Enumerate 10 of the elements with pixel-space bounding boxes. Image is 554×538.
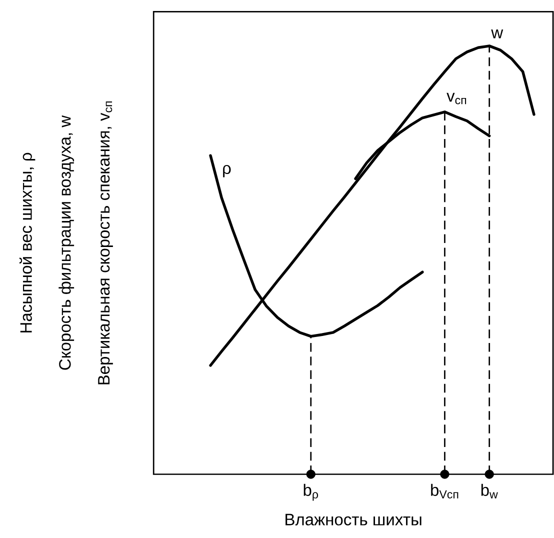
series-label: v$_{сп}$ — [446, 92, 466, 104]
series-label: ρ — [223, 164, 231, 178]
x-tick-label: b$_{Vсп}$ — [431, 484, 458, 498]
text: Скорость фильтрации воздуха, w — [58, 115, 74, 370]
x-axis-title: Влажность шихты — [286, 514, 422, 526]
text: Вертикальная скорость спекания, v$_{сп}$ — [98, 101, 113, 384]
series-label: w — [491, 29, 504, 38]
x-tick-label: b$_{ρ}$ — [304, 484, 318, 501]
x-tick-label: b$_{w}$ — [481, 484, 498, 498]
text: Насыпной вес шихты, ρ — [19, 152, 36, 332]
